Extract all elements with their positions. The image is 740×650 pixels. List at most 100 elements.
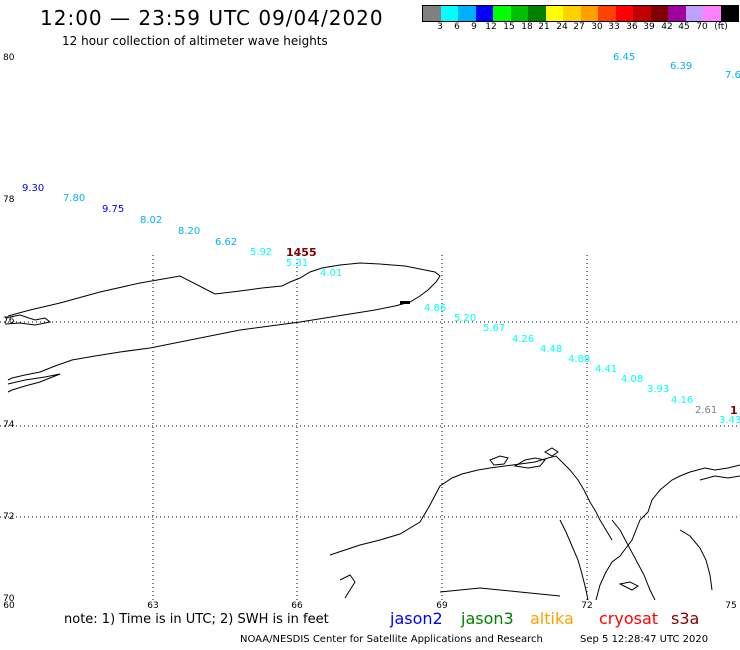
wave-height-value: 1 bbox=[730, 404, 738, 417]
latitude-label: 76 bbox=[3, 316, 15, 326]
legend-tick-label: 3 bbox=[437, 22, 443, 32]
wave-height-value: 8.20 bbox=[178, 226, 201, 237]
legend-tick-label: 18 bbox=[521, 22, 533, 32]
wave-height-value: 7.6 bbox=[725, 70, 740, 81]
coast-yamal bbox=[595, 464, 740, 601]
wave-height-value: 6.62 bbox=[215, 237, 238, 248]
satellite-label-cryosat: cryosat bbox=[599, 609, 659, 628]
wave-height-value: 5.67 bbox=[483, 323, 506, 334]
legend-swatch bbox=[650, 6, 668, 21]
legend-tick-label: 70 bbox=[696, 22, 708, 32]
page-subtitle: 12 hour collection of altimeter wave hei… bbox=[62, 34, 328, 48]
coast-islets-2 bbox=[489, 455, 509, 466]
legend-tick-label: 9 bbox=[471, 22, 477, 32]
legend-swatch bbox=[545, 6, 563, 21]
wave-height-value: 7.80 bbox=[63, 193, 86, 204]
legend-swatch bbox=[475, 6, 493, 21]
latitude-label: 72 bbox=[3, 512, 15, 522]
graticule bbox=[0, 255, 740, 600]
page-title: 12:00 — 23:59 UTC 09/04/2020 bbox=[40, 6, 384, 30]
legend-tick-label: 27 bbox=[573, 22, 585, 32]
legend-tick-label: 45 bbox=[678, 22, 690, 32]
legend-swatch bbox=[440, 6, 458, 21]
wave-height-value: 3.93 bbox=[647, 384, 670, 395]
coast-islets-5 bbox=[679, 529, 713, 591]
wave-height-value: 5.92 bbox=[250, 247, 273, 258]
longitude-label: 63 bbox=[147, 601, 159, 611]
legend-swatch bbox=[615, 6, 633, 21]
generation-timestamp: Sep 5 12:28:47 UTC 2020 bbox=[580, 634, 709, 645]
satellite-label-altika: altika bbox=[530, 609, 574, 628]
wave-height-value: 4.01 bbox=[320, 268, 343, 279]
legend-swatch bbox=[598, 6, 616, 21]
latitude-label: 74 bbox=[3, 420, 15, 430]
wave-height-value: 4.26 bbox=[512, 334, 535, 345]
legend-tick-label: 24 bbox=[556, 22, 568, 32]
legend-tick-label: 12 bbox=[485, 22, 497, 32]
coast-south-bottom bbox=[439, 587, 561, 597]
coast-south-west bbox=[339, 574, 356, 599]
color-legend bbox=[422, 5, 739, 22]
credit-line: NOAA/NESDIS Center for Satellite Applica… bbox=[240, 634, 543, 645]
coast-west-islets bbox=[4, 314, 52, 326]
legend-swatch bbox=[510, 6, 528, 21]
coast-islets-6 bbox=[618, 581, 639, 591]
legend-swatch bbox=[668, 6, 686, 21]
wave-height-value: 6.45 bbox=[613, 52, 636, 63]
satellite-label-jason2: jason2 bbox=[390, 609, 443, 628]
legend-tick-label: 42 bbox=[661, 22, 673, 32]
legend-tick-label: 21 bbox=[538, 22, 550, 32]
wave-height-value: 1455 bbox=[286, 246, 317, 259]
legend-swatch bbox=[685, 6, 703, 21]
legend-swatch bbox=[458, 6, 476, 21]
wave-height-value: 4.41 bbox=[595, 364, 618, 375]
coast-islets-3 bbox=[543, 447, 559, 457]
legend-tick-label: 6 bbox=[454, 22, 460, 32]
longitude-label: 75 bbox=[725, 601, 737, 611]
longitude-label: 66 bbox=[291, 601, 303, 611]
legend-swatch bbox=[720, 6, 738, 21]
coast-ob-bay bbox=[611, 519, 656, 601]
coast-river-delta bbox=[559, 519, 589, 601]
wave-height-value: 8.02 bbox=[140, 215, 163, 226]
latitude-label: 78 bbox=[3, 195, 15, 205]
legend-swatch bbox=[528, 6, 546, 21]
legend-swatch bbox=[633, 6, 651, 21]
satellite-label-jason3: jason3 bbox=[461, 609, 514, 628]
latitude-label: 70 bbox=[3, 594, 15, 604]
wave-height-value: 6.39 bbox=[670, 61, 693, 72]
coast-islets-4 bbox=[699, 475, 740, 481]
wave-height-value: 3.43 bbox=[719, 415, 740, 426]
satellite-label-s3a: s3a bbox=[671, 609, 700, 628]
legend-tick-label: 15 bbox=[503, 22, 515, 32]
legend-tick-label: 30 bbox=[591, 22, 603, 32]
longitude-label: 69 bbox=[436, 601, 448, 611]
wave-height-value: 4.16 bbox=[671, 395, 694, 406]
legend-swatch bbox=[580, 6, 598, 21]
coast-south-island bbox=[7, 373, 61, 393]
legend-swatch bbox=[563, 6, 581, 21]
coast-islets-1 bbox=[513, 457, 546, 469]
legend-tick-label: 39 bbox=[643, 22, 655, 32]
legend-tick-label: 36 bbox=[626, 22, 638, 32]
wave-height-value: 9.75 bbox=[102, 204, 125, 215]
coast-novaya-zemlya-north bbox=[7, 262, 441, 381]
legend-tick-label: 33 bbox=[608, 22, 620, 32]
wave-height-value: 2.61 bbox=[695, 405, 718, 416]
coastlines bbox=[4, 262, 740, 601]
wave-height-value: 4.48 bbox=[540, 344, 563, 355]
legend-swatch bbox=[423, 6, 441, 21]
wave-height-value: 9.30 bbox=[22, 183, 45, 194]
wave-height-value: 4.88 bbox=[568, 354, 591, 365]
legend-swatch bbox=[493, 6, 511, 21]
legend-tick-label: (ft) bbox=[714, 22, 728, 32]
wave-height-value: 4.08 bbox=[621, 374, 644, 385]
longitude-label: 72 bbox=[581, 601, 593, 611]
coast-marker bbox=[400, 301, 410, 304]
wave-height-value: 5.31 bbox=[286, 258, 309, 269]
footer-note: note: 1) Time is in UTC; 2) SWH is in fe… bbox=[64, 612, 329, 627]
wave-height-value: 5.20 bbox=[454, 313, 477, 324]
longitude-label: 60 bbox=[3, 601, 15, 611]
legend-swatch bbox=[703, 6, 721, 21]
